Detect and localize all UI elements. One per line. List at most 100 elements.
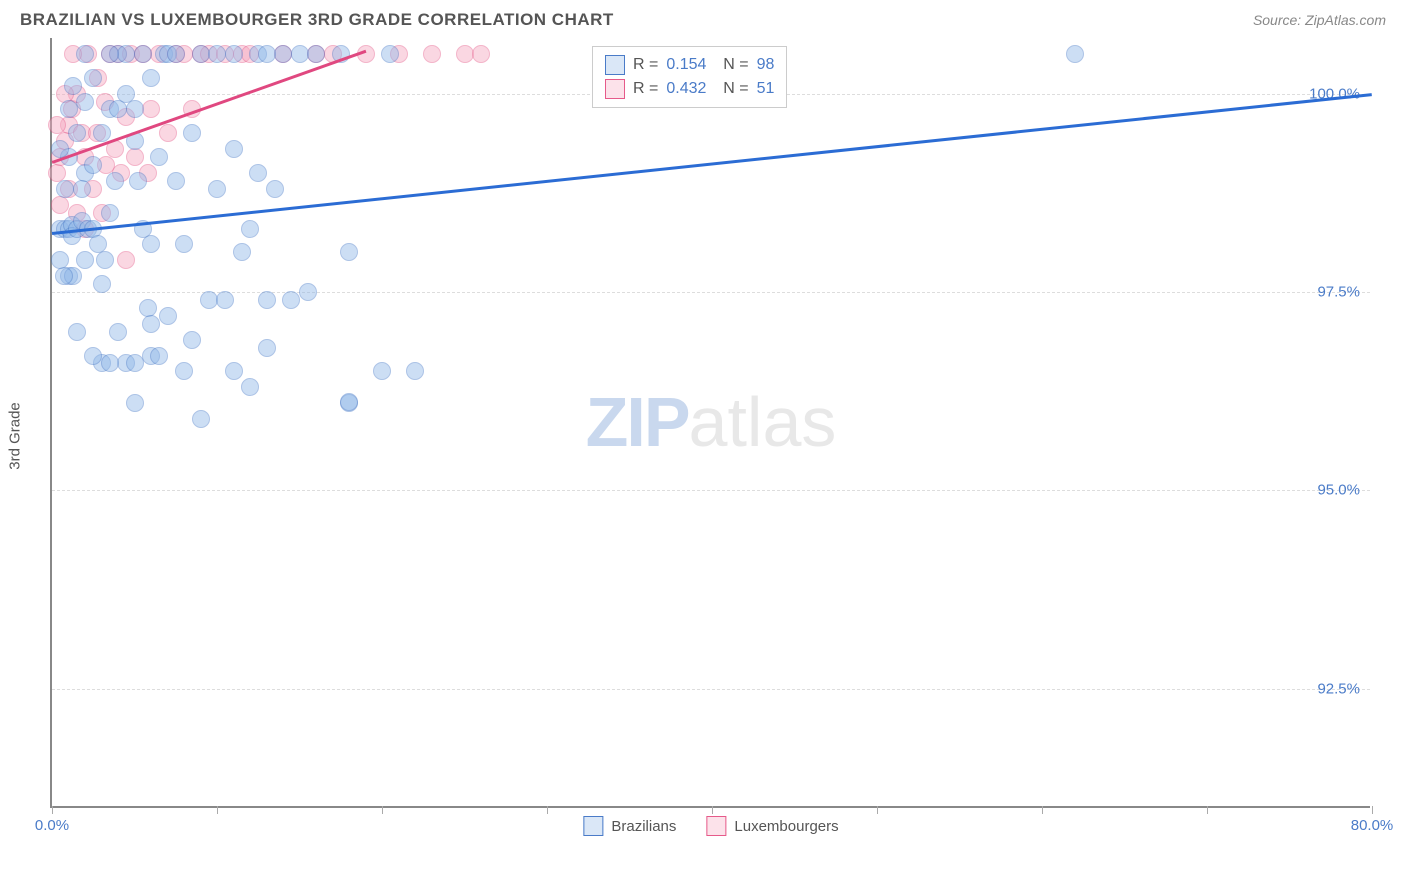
data-point	[159, 307, 177, 325]
data-point	[129, 172, 147, 190]
gridline	[52, 689, 1370, 690]
y-tick-label: 92.5%	[1317, 680, 1360, 697]
data-point	[258, 291, 276, 309]
data-point	[55, 267, 73, 285]
x-tick	[217, 806, 218, 814]
data-point	[142, 235, 160, 253]
data-point	[126, 100, 144, 118]
data-point	[96, 251, 114, 269]
x-tick	[712, 806, 713, 814]
x-tick	[877, 806, 878, 814]
data-point	[241, 220, 259, 238]
data-point	[167, 45, 185, 63]
legend-item: Brazilians	[583, 816, 676, 836]
x-tick	[547, 806, 548, 814]
data-point	[225, 140, 243, 158]
x-tick	[1207, 806, 1208, 814]
x-tick-label: 80.0%	[1351, 817, 1394, 834]
legend-n-label: N =	[714, 56, 748, 74]
x-tick	[1372, 806, 1373, 814]
data-point	[456, 45, 474, 63]
watermark: ZIPatlas	[586, 382, 837, 462]
data-point	[117, 45, 135, 63]
watermark-zip: ZIP	[586, 383, 689, 461]
legend-item: Luxembourgers	[706, 816, 838, 836]
data-point	[299, 283, 317, 301]
data-point	[68, 323, 86, 341]
data-point	[84, 156, 102, 174]
x-tick	[52, 806, 53, 814]
data-point	[423, 45, 441, 63]
data-point	[76, 251, 94, 269]
data-point	[106, 172, 124, 190]
data-point	[200, 291, 218, 309]
data-point	[175, 235, 193, 253]
data-point	[192, 410, 210, 428]
y-tick-label: 97.5%	[1317, 284, 1360, 301]
data-point	[307, 45, 325, 63]
gridline	[52, 490, 1370, 491]
data-point	[51, 196, 69, 214]
gridline	[52, 292, 1370, 293]
data-point	[134, 45, 152, 63]
data-point	[282, 291, 300, 309]
legend-swatch	[583, 816, 603, 836]
data-point	[101, 45, 119, 63]
legend-swatch	[706, 816, 726, 836]
data-point	[60, 100, 78, 118]
data-point	[93, 275, 111, 293]
data-point	[51, 251, 69, 269]
data-point	[56, 180, 74, 198]
data-point	[208, 180, 226, 198]
data-point	[249, 164, 267, 182]
data-point	[159, 124, 177, 142]
data-point	[406, 362, 424, 380]
data-point	[340, 393, 358, 411]
data-point	[266, 180, 284, 198]
data-point	[150, 148, 168, 166]
data-point	[48, 116, 66, 134]
legend-swatch	[605, 55, 625, 75]
data-point	[1066, 45, 1084, 63]
x-tick	[1042, 806, 1043, 814]
data-point	[183, 331, 201, 349]
data-point	[373, 362, 391, 380]
legend-n-value: 51	[757, 80, 775, 98]
data-point	[340, 243, 358, 261]
legend-r-value: 0.432	[666, 80, 706, 98]
data-point	[126, 394, 144, 412]
data-point	[225, 45, 243, 63]
data-point	[216, 291, 234, 309]
data-point	[150, 347, 168, 365]
data-point	[142, 315, 160, 333]
data-point	[64, 77, 82, 95]
watermark-atlas: atlas	[689, 383, 837, 461]
data-point	[472, 45, 490, 63]
data-point	[76, 93, 94, 111]
data-point	[126, 354, 144, 372]
legend-r-value: 0.154	[666, 56, 706, 74]
data-point	[183, 124, 201, 142]
source-attribution: Source: ZipAtlas.com	[1253, 12, 1386, 28]
data-point	[291, 45, 309, 63]
data-point	[225, 362, 243, 380]
legend-row: R = 0.432 N = 51	[605, 77, 774, 101]
data-point	[76, 45, 94, 63]
data-point	[381, 45, 399, 63]
plot-area: ZIPatlas 92.5%95.0%97.5%100.0%0.0%80.0%R…	[50, 38, 1370, 808]
data-point	[109, 323, 127, 341]
x-tick	[382, 806, 383, 814]
data-point	[126, 148, 144, 166]
legend-r-label: R =	[633, 80, 658, 98]
correlation-legend: R = 0.154 N = 98 R = 0.432 N = 51	[592, 46, 787, 108]
data-point	[73, 180, 91, 198]
source-name: ZipAtlas.com	[1305, 12, 1386, 28]
data-point	[84, 347, 102, 365]
legend-n-value: 98	[757, 56, 775, 74]
chart-container: 3rd Grade ZIPatlas 92.5%95.0%97.5%100.0%…	[50, 38, 1386, 833]
data-point	[117, 251, 135, 269]
data-point	[167, 172, 185, 190]
trendline	[52, 94, 1372, 235]
data-point	[241, 378, 259, 396]
data-point	[208, 45, 226, 63]
